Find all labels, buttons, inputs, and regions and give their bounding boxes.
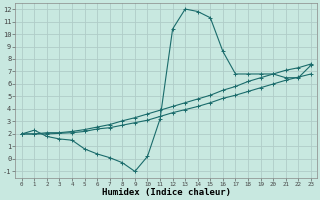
X-axis label: Humidex (Indice chaleur): Humidex (Indice chaleur)	[102, 188, 231, 197]
